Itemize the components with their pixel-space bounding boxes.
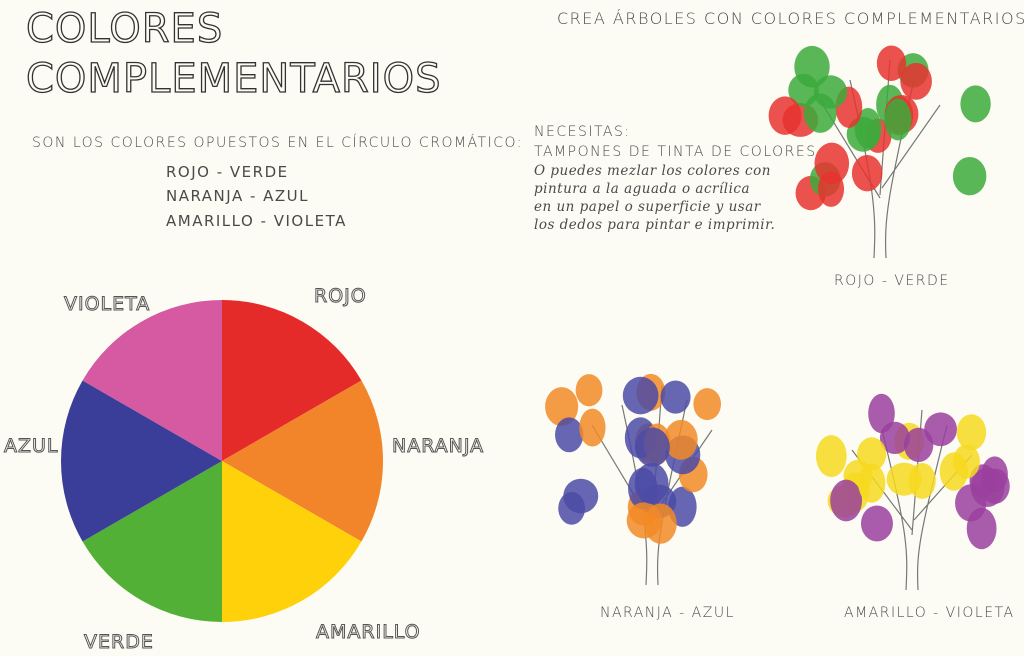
fingerprint — [860, 505, 893, 542]
fingerprint — [955, 484, 987, 522]
fingerprint — [579, 408, 606, 447]
tree-label: NARANJA - AZUL — [600, 605, 735, 621]
fingerprint — [803, 93, 837, 133]
fingerprint — [857, 437, 887, 471]
fingerprint — [635, 427, 670, 467]
materials-heading: NECESITAS: — [534, 124, 631, 140]
fingerprint — [555, 417, 584, 453]
fingerprint — [868, 393, 895, 434]
note-line: O puedes mezlar los colores con — [534, 163, 771, 179]
materials-item: TAMPONES DE TINTA DE COLORES — [534, 144, 817, 160]
fingerprint — [956, 414, 987, 451]
wheel-label: AZUL — [4, 435, 59, 457]
fingerprint — [876, 45, 907, 82]
color-wheel — [60, 300, 384, 622]
fingerprint — [664, 419, 698, 460]
tree-label: ROJO - VERDE — [834, 273, 950, 289]
fingerprint — [558, 492, 586, 525]
fingerprint — [622, 376, 659, 415]
wheel-label: ROJO — [314, 285, 367, 307]
tree-label: AMARILLO - VIOLETA — [844, 605, 1015, 621]
fingerprint — [900, 62, 932, 100]
wheel-slice — [222, 300, 362, 461]
fingerprint — [575, 374, 603, 407]
pair: AMARILLO - VIOLETA — [166, 212, 347, 230]
note-line: los dedos para pintar e imprimir. — [534, 217, 775, 233]
fingerprint — [960, 85, 991, 123]
fingerprint — [879, 421, 910, 455]
fingerprint — [952, 156, 987, 196]
fingerprint — [980, 468, 1010, 504]
wheel-label: VIOLETA — [64, 293, 150, 315]
pair: ROJO - VERDE — [166, 163, 289, 181]
fingerprint — [693, 388, 722, 421]
note-line: pintura a la aguada o acrílica — [534, 181, 750, 197]
fingerprint — [545, 387, 579, 427]
fingerprint — [903, 427, 934, 463]
fingerprint — [858, 463, 886, 503]
trunk — [819, 59, 941, 259]
note-line: en un papel o superficie y usar — [534, 199, 762, 215]
pair: NARANJA - AZUL — [166, 187, 309, 205]
fingerprint — [924, 412, 957, 447]
wheel-label: VERDE — [84, 631, 154, 653]
fingerprint — [884, 98, 912, 141]
fingerprint — [817, 171, 845, 207]
fingerprint — [851, 154, 883, 192]
wheel-slice — [82, 461, 222, 622]
fingerprint — [815, 435, 847, 478]
wheel-slice — [222, 461, 362, 622]
fingerprint — [953, 444, 980, 479]
title-line: COLORES — [26, 6, 223, 52]
fingerprint — [660, 380, 691, 414]
intro: SON LOS COLORES OPUESTOS EN EL CÍRCULO C… — [32, 134, 523, 151]
title-line: COMPLEMENTARIOS — [26, 56, 441, 102]
fingerprint — [908, 462, 936, 499]
wheel-slice — [60, 380, 222, 542]
wheel-label: NARANJA — [392, 435, 484, 457]
fingerprint — [814, 142, 850, 185]
instruction: CREA ÁRBOLES CON COLORES COMPLEMENTARIOS… — [557, 9, 1024, 28]
fingerprint — [644, 503, 677, 544]
fingerprint — [768, 96, 802, 135]
wheel-slice — [222, 380, 384, 542]
trees — [545, 45, 1010, 591]
wheel-label: AMARILLO — [316, 621, 421, 643]
wheel-slice — [82, 300, 222, 461]
fingerprint — [634, 462, 669, 504]
fingerprint — [830, 479, 863, 522]
